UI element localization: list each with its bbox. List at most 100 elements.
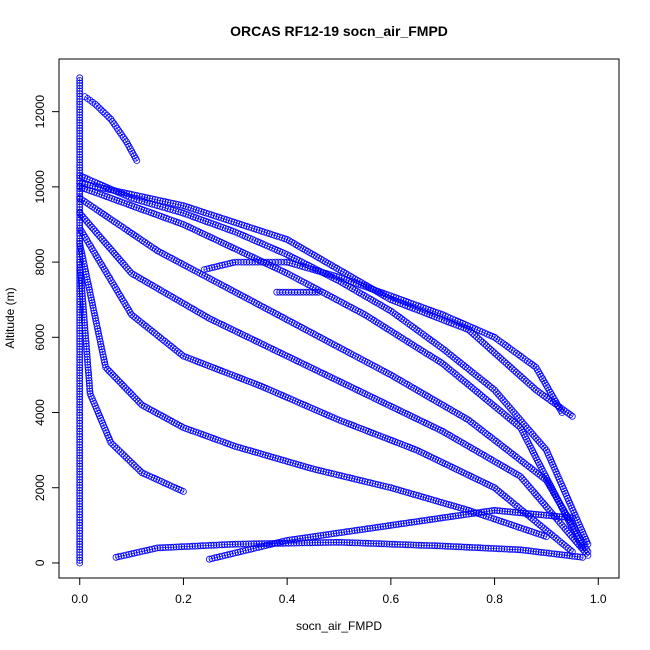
data-point [205,555,213,563]
data-point [87,294,95,302]
data-point [76,82,84,90]
data-point [81,324,89,332]
data-point [82,337,90,345]
data-point [162,544,170,551]
data-point [85,281,92,289]
series-line [79,262,184,492]
data-point [495,487,503,495]
data-point [76,340,84,348]
data-point [134,465,142,473]
data-point [76,166,84,174]
data-point [517,473,524,480]
data-point [86,382,93,390]
data-point [405,519,413,527]
data-point [415,517,423,525]
data-point [91,100,99,108]
data-point [78,287,86,295]
data-point [172,200,180,208]
data-point [286,259,294,267]
data-point [76,74,84,82]
data-point [518,374,526,382]
data-point [528,465,536,473]
data-point [527,510,535,518]
data-point [396,313,403,321]
data-point [107,245,115,253]
data-point [479,544,487,552]
data-point [76,500,84,508]
data-point [123,454,130,462]
data-point [449,512,457,520]
data-point [211,554,219,562]
data-point [335,471,343,479]
data-point [138,319,146,327]
data-point [361,478,369,485]
data-point [93,322,101,330]
data-point [413,518,421,525]
data-point [76,143,84,151]
data-point [486,432,494,440]
data-point [76,503,84,510]
data-point [200,266,208,274]
data-point [124,265,132,273]
data-point [76,473,84,481]
data-point [78,211,85,219]
data-point [76,414,84,422]
data-point [436,514,444,522]
data-point [81,329,89,337]
data-point [312,466,320,474]
data-point [76,219,84,227]
data-point [76,239,84,247]
data-point [76,385,84,393]
data-point [76,411,84,419]
data-point [76,393,84,401]
data-point [83,353,91,361]
data-point [143,194,151,202]
data-point [76,119,84,127]
data-point [148,327,156,335]
data-point [82,332,89,340]
data-point [299,534,307,542]
data-point [461,378,469,386]
data-point [423,516,431,524]
data-point [298,539,306,547]
data-point [476,374,484,382]
data-point [210,541,218,549]
data-point [76,124,84,132]
data-point [78,247,85,255]
data-point [327,530,335,538]
data-point [530,362,538,370]
data-point [80,308,88,316]
data-point [252,544,260,552]
data-point [76,478,84,486]
data-point [239,540,247,548]
data-point [529,487,536,495]
data-point [157,334,165,342]
data-point [530,432,538,440]
data-point [494,390,502,398]
data-point [76,462,84,470]
data-point [229,550,237,557]
data-point [508,417,516,425]
data-point [522,547,530,554]
data-point [111,373,119,381]
data-point [172,207,180,215]
data-point [532,548,540,556]
data-point [465,382,473,389]
data-point [528,514,535,522]
data-point [170,543,178,551]
data-point [379,523,387,530]
data-point [511,501,519,509]
data-point [489,384,496,392]
data-point [97,184,104,192]
data-point [543,511,550,519]
data-point [143,546,151,554]
data-point [506,415,514,423]
data-point [545,549,553,557]
data-point [146,194,154,202]
data-point [110,186,117,194]
data-point [76,261,84,269]
data-point [76,519,84,527]
data-point [115,188,122,196]
data-point [113,375,120,383]
data-point [460,543,468,551]
